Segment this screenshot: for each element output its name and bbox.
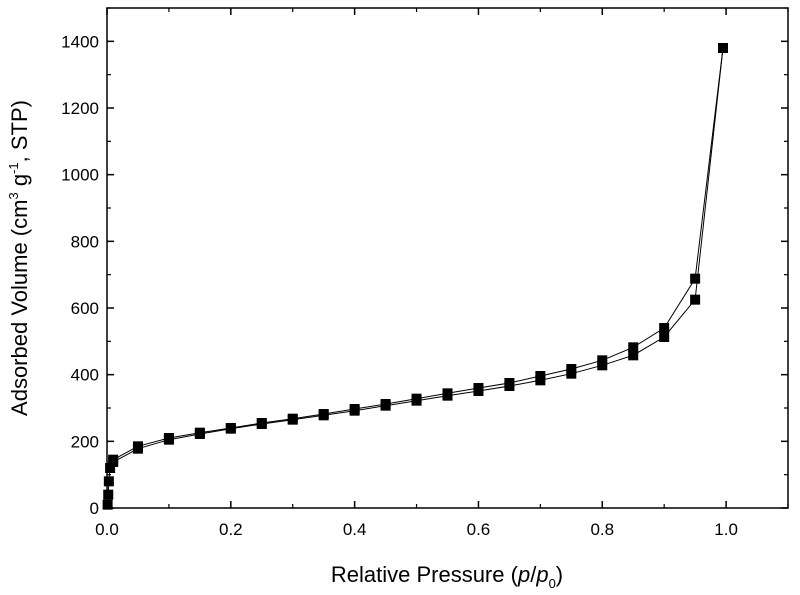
data-point xyxy=(659,323,670,333)
data-point xyxy=(442,388,453,399)
data-point xyxy=(504,378,515,388)
data-point xyxy=(473,383,484,393)
data-point xyxy=(225,423,236,433)
y-tick-label: 1200 xyxy=(61,99,99,118)
x-axis-ticks: 0.0 0.2 0.4 0.6 0.8 1.0 xyxy=(95,8,789,539)
data-point xyxy=(628,342,639,353)
data-point xyxy=(349,404,360,414)
data-point xyxy=(102,499,113,510)
data-point xyxy=(256,418,267,428)
data-point xyxy=(287,413,298,424)
x-tick-label: 0.6 xyxy=(467,520,491,539)
y-tick-label: 1000 xyxy=(61,166,99,185)
data-point xyxy=(163,433,174,443)
x-tick-label: 0.8 xyxy=(590,520,614,539)
data-point xyxy=(103,489,114,500)
data-point xyxy=(535,371,546,381)
data-point xyxy=(380,399,391,409)
series-points xyxy=(102,43,728,510)
x-tick-label: 0.2 xyxy=(219,520,243,539)
data-point xyxy=(690,294,701,305)
y-tick-label: 0 xyxy=(90,499,99,518)
y-tick-label: 200 xyxy=(71,432,99,451)
data-point xyxy=(103,476,114,487)
data-point xyxy=(628,350,639,361)
y-tick-label: 800 xyxy=(71,232,99,251)
y-axis-ticks: 0 200 400 600 800 1000 1200 1400 xyxy=(61,7,788,518)
data-point xyxy=(690,273,701,284)
data-point xyxy=(132,441,143,452)
data-point xyxy=(717,43,728,53)
x-tick-label: 1.0 xyxy=(714,520,738,539)
data-point xyxy=(659,332,670,342)
data-point xyxy=(105,463,116,473)
data-point xyxy=(108,454,119,465)
y-tick-label: 400 xyxy=(71,366,99,385)
x-tick-label: 0.0 xyxy=(95,520,119,539)
data-point xyxy=(597,355,608,366)
data-point xyxy=(194,427,205,438)
y-axis-title: Adsorbed Volume (cm3 g-1, STP) xyxy=(6,100,32,416)
plot-frame xyxy=(106,7,789,509)
data-point xyxy=(411,393,422,404)
x-axis-title: Relative Pressure (p/p0) xyxy=(331,562,563,591)
data-point xyxy=(566,364,577,374)
data-point xyxy=(318,409,329,419)
x-tick-label: 0.4 xyxy=(343,520,367,539)
y-tick-label: 600 xyxy=(71,299,99,318)
y-tick-label: 1400 xyxy=(61,32,99,51)
axes-frame xyxy=(106,7,789,509)
